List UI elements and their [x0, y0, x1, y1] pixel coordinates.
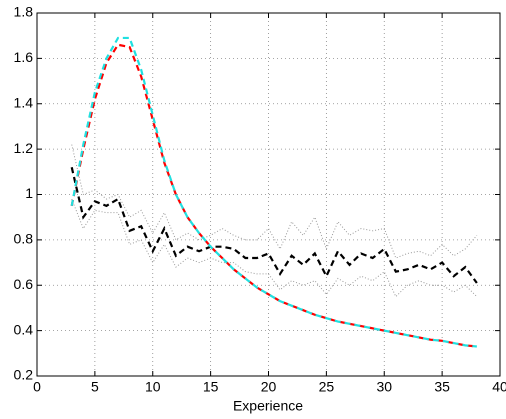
y-tick-label: 1 — [25, 185, 33, 201]
x-axis-label: Experience — [233, 398, 303, 414]
y-tick-label: 0.2 — [14, 367, 34, 383]
x-tick-label: 35 — [434, 379, 450, 395]
x-tick-label: 5 — [91, 379, 99, 395]
x-tick-label: 30 — [376, 379, 392, 395]
series-line — [71, 144, 478, 259]
series-line — [70, 43, 477, 348]
x-tick-label: 15 — [203, 379, 219, 395]
y-tick-label: 0.8 — [14, 231, 34, 247]
y-tick-label: 0.6 — [14, 276, 34, 292]
y-tick-label: 1.2 — [14, 140, 34, 156]
series-line — [70, 36, 477, 348]
x-tick-label: 20 — [261, 379, 277, 395]
y-tick-label: 0.4 — [14, 321, 34, 337]
series-line — [70, 167, 478, 284]
x-tick-label: 40 — [492, 379, 506, 395]
x-tick-label: 0 — [33, 379, 41, 395]
plot-frame — [36, 12, 501, 377]
y-tick-label: 1.6 — [14, 49, 34, 65]
y-tick-label: 1.4 — [14, 94, 34, 110]
x-tick-label: 25 — [319, 379, 335, 395]
y-tick-label: 1.8 — [14, 4, 34, 20]
x-tick-label: 10 — [145, 379, 161, 395]
series-line — [71, 198, 478, 298]
